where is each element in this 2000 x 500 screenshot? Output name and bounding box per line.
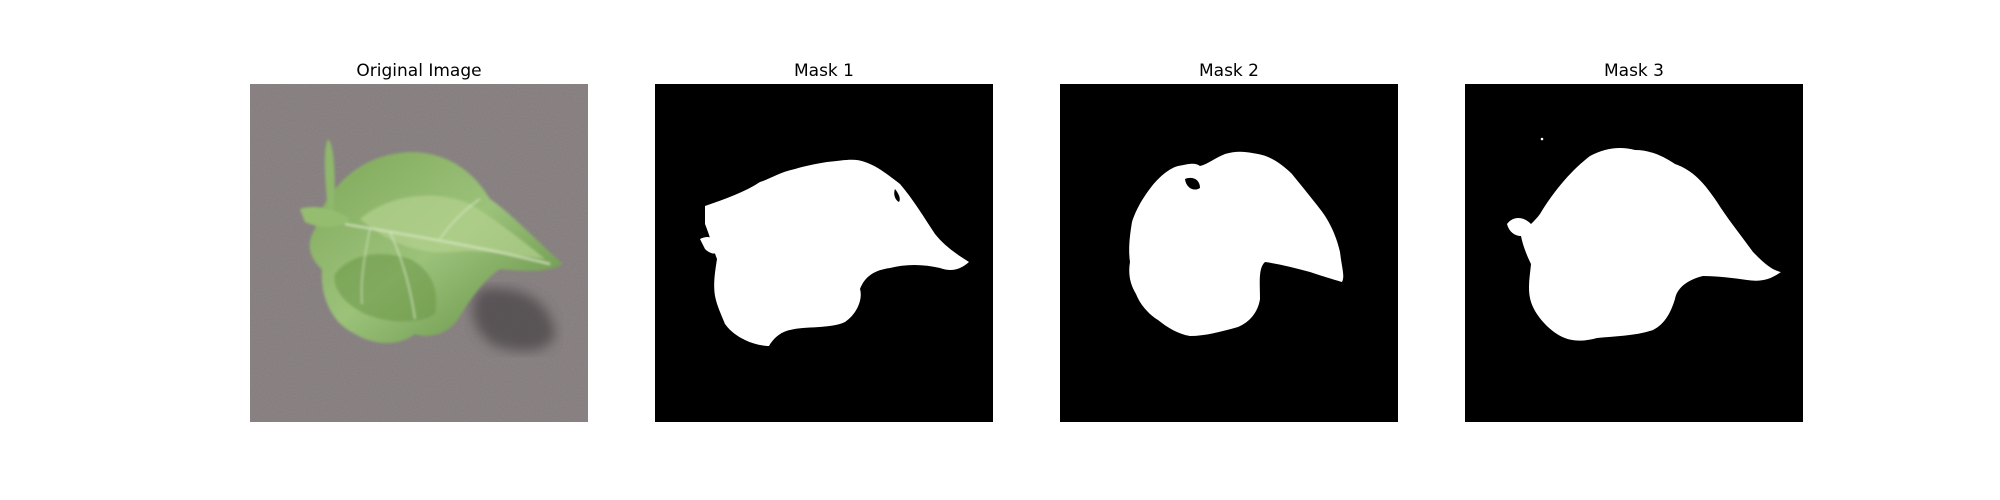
panel-title: Mask 2 bbox=[1198, 61, 1259, 81]
mask-region bbox=[1507, 148, 1781, 341]
panel-original-image: Original Image bbox=[250, 58, 588, 422]
panel-mask-3: Mask 3 bbox=[1465, 58, 1803, 422]
mask-2-image bbox=[1060, 84, 1398, 422]
mask-1-image bbox=[655, 84, 993, 422]
mask-3-image bbox=[1465, 84, 1803, 422]
panel-title: Original Image bbox=[356, 61, 482, 81]
panel-mask-1: Mask 1 bbox=[655, 58, 993, 422]
panel-title: Mask 3 bbox=[1603, 61, 1664, 81]
leaf bbox=[300, 139, 563, 343]
mask-region bbox=[1129, 151, 1344, 336]
panel-title: Mask 1 bbox=[793, 61, 854, 81]
original-leaf-photo bbox=[250, 84, 588, 422]
leaf-shadow bbox=[472, 288, 555, 351]
mask-region bbox=[705, 159, 969, 346]
panel-mask-2: Mask 2 bbox=[1060, 58, 1398, 422]
